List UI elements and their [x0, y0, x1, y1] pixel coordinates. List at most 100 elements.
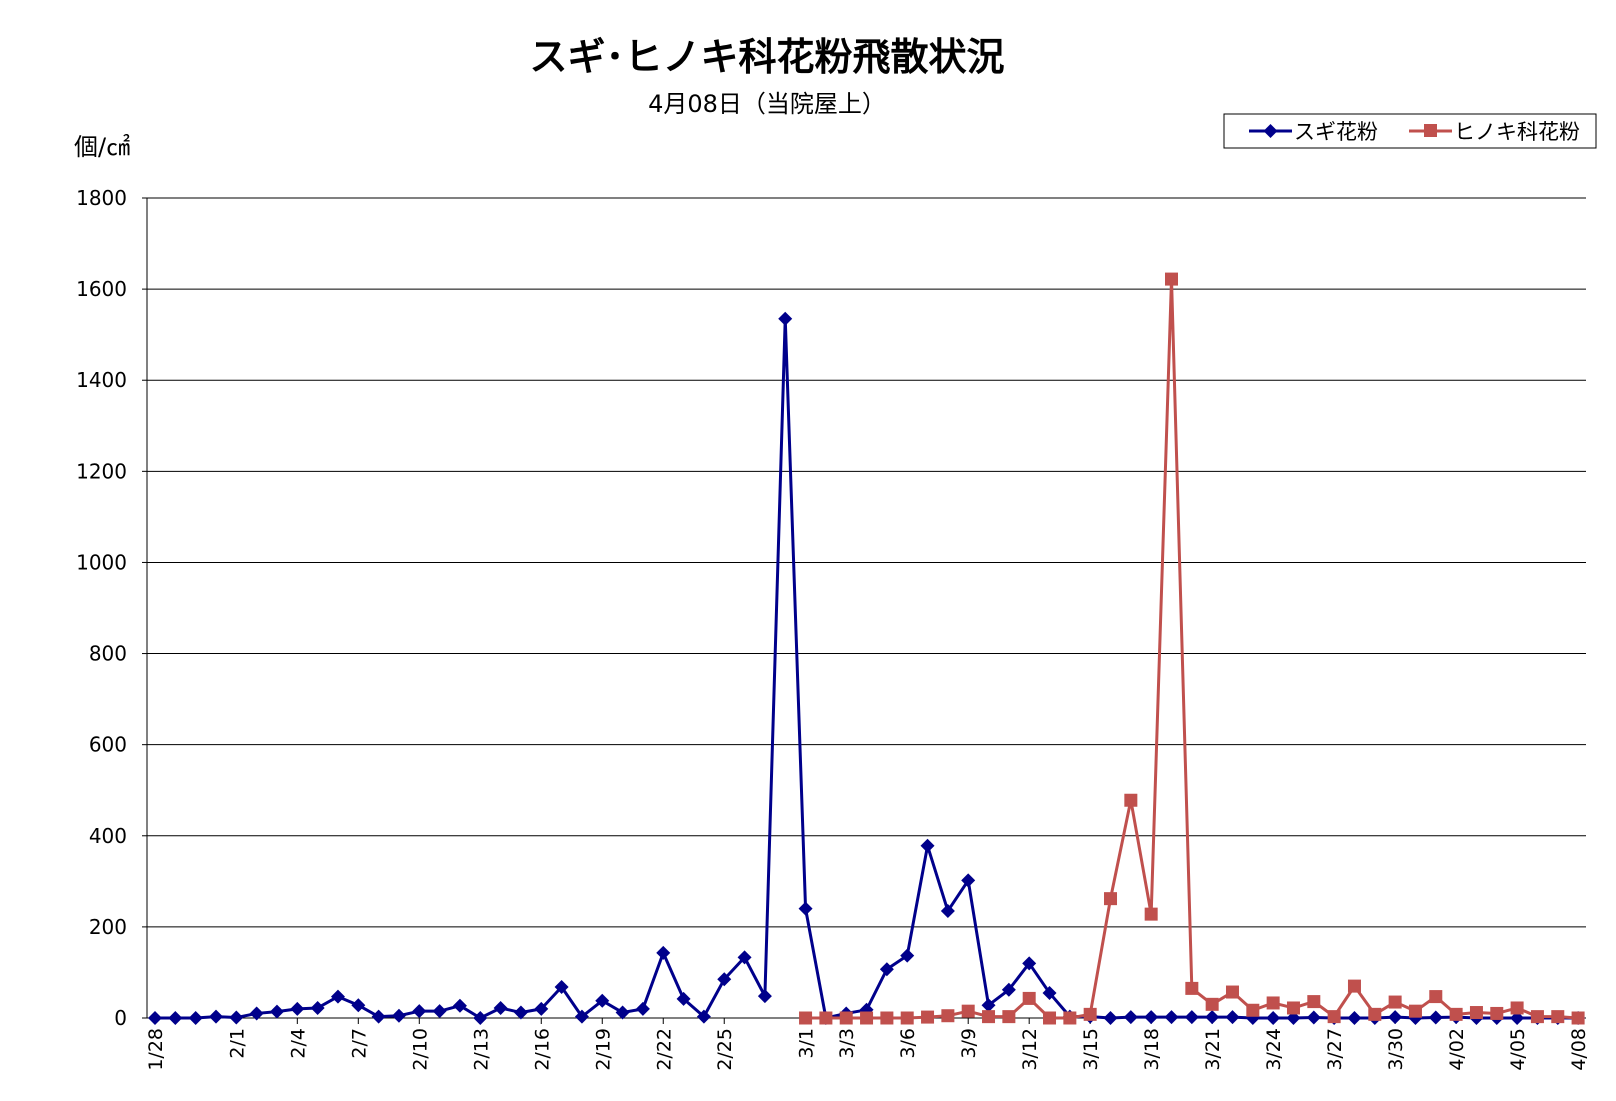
- data-point: [1205, 997, 1219, 1011]
- x-tick-label: 3/1: [796, 1028, 818, 1059]
- data-point: [168, 1011, 183, 1025]
- data-point: [1530, 1010, 1544, 1024]
- x-tick-label: 2/16: [531, 1028, 553, 1071]
- x-tick-label: 3/27: [1324, 1028, 1346, 1071]
- y-tick-label: 600: [89, 733, 127, 757]
- x-tick-label: 3/24: [1263, 1028, 1285, 1071]
- y-tick-label: 800: [89, 642, 127, 666]
- data-point: [656, 945, 671, 960]
- data-point: [696, 1009, 711, 1024]
- y-tick-label: 1000: [76, 550, 127, 574]
- data-point: [880, 1011, 894, 1025]
- data-point: [432, 1004, 447, 1019]
- y-axis-label: 個/㎠: [74, 133, 130, 161]
- data-point: [717, 972, 732, 987]
- data-point: [1408, 1004, 1422, 1018]
- data-point: [1225, 1010, 1240, 1025]
- data-point: [615, 1005, 630, 1020]
- data-point: [310, 1000, 325, 1015]
- data-point: [737, 950, 752, 965]
- data-point: [1205, 1010, 1220, 1025]
- data-point: [1124, 793, 1138, 807]
- data-point: [1469, 1006, 1483, 1020]
- x-tick-label: 2/25: [714, 1028, 736, 1071]
- x-tick-label: 2/19: [592, 1028, 614, 1071]
- y-tick-label: 1400: [76, 368, 127, 392]
- data-point: [452, 998, 467, 1013]
- chart-title: スギ･ヒノキ科花粉飛散状況: [529, 35, 1004, 79]
- y-tick-label: 1200: [76, 459, 127, 483]
- data-point: [1184, 1010, 1199, 1025]
- data-point: [900, 1011, 914, 1025]
- data-point: [1327, 1010, 1341, 1024]
- data-point: [1347, 1011, 1362, 1025]
- grid-lines: [142, 197, 1586, 1019]
- data-point: [1388, 1010, 1403, 1025]
- data-point: [1347, 979, 1361, 993]
- data-point: [635, 1001, 650, 1016]
- data-point: [1022, 991, 1036, 1005]
- data-point: [269, 1004, 284, 1019]
- data-point: [1266, 996, 1280, 1010]
- data-point: [1306, 1010, 1321, 1025]
- data-point: [188, 1011, 203, 1025]
- legend-diamond-icon: [1263, 124, 1278, 138]
- data-point: [1103, 1011, 1118, 1025]
- x-tick-label: 4/05: [1507, 1028, 1529, 1071]
- data-point: [981, 998, 996, 1013]
- legend-square-icon: [1424, 124, 1437, 137]
- data-point: [860, 1011, 874, 1025]
- x-tick-label: 2/22: [653, 1028, 675, 1071]
- x-tick-label: 3/3: [836, 1028, 858, 1059]
- data-point: [757, 989, 772, 1004]
- data-point: [1286, 1001, 1300, 1015]
- series-layer: [148, 272, 1586, 1025]
- data-point: [1063, 1011, 1077, 1025]
- data-point: [1042, 985, 1057, 1000]
- data-point: [290, 1001, 305, 1016]
- data-point: [1002, 1010, 1016, 1024]
- x-tick-label: 3/30: [1385, 1028, 1407, 1071]
- data-point: [839, 1011, 853, 1025]
- data-point: [229, 1010, 244, 1025]
- data-point: [595, 993, 610, 1008]
- series-line: [805, 277, 1579, 1020]
- data-point: [249, 1006, 264, 1021]
- data-point: [940, 903, 955, 918]
- data-point: [798, 901, 813, 916]
- data-point: [473, 1011, 488, 1025]
- x-tick-label: 3/21: [1202, 1028, 1224, 1071]
- series-0: [148, 311, 1586, 1025]
- data-point: [1165, 272, 1178, 286]
- data-point: [412, 1004, 427, 1019]
- x-tick-label: 2/4: [287, 1028, 309, 1059]
- y-tick-label: 0: [114, 1006, 127, 1030]
- series-1: [799, 272, 1585, 1025]
- x-tick-label: 2/13: [470, 1028, 492, 1071]
- data-point: [879, 962, 894, 977]
- data-point: [1307, 995, 1321, 1009]
- x-tick-label: 3/6: [897, 1028, 919, 1059]
- data-point: [208, 1009, 223, 1024]
- data-point: [1388, 995, 1402, 1009]
- x-tick-labels: 1/28 2/1 2/4 2/7 2/10 2/13 2/16 2/19 2/22 2/25 3/1…: [145, 1018, 1590, 1071]
- data-point: [1571, 1011, 1585, 1025]
- chart-subtitle: 4月08日（当院屋上）: [648, 90, 886, 118]
- data-point: [330, 989, 345, 1004]
- data-point: [1286, 1011, 1301, 1025]
- data-point: [1144, 907, 1158, 921]
- x-tick-label: 2/1: [226, 1028, 248, 1059]
- data-point: [1510, 1011, 1525, 1025]
- x-tick-label: 1/28: [145, 1028, 167, 1071]
- data-point: [351, 998, 366, 1013]
- data-point: [148, 1011, 162, 1025]
- x-tick-label: 4/02: [1446, 1028, 1468, 1071]
- data-point: [1510, 1001, 1524, 1015]
- legend: スギ花粉 ヒノキ科花粉: [1223, 113, 1597, 149]
- data-point: [1022, 956, 1037, 971]
- y-tick-labels: 0 200 400 600 800 1000 1200 1400 1600 1800: [76, 186, 127, 1030]
- data-point: [1123, 1010, 1138, 1025]
- data-point: [391, 1008, 406, 1023]
- x-tick-label: 3/15: [1080, 1028, 1102, 1071]
